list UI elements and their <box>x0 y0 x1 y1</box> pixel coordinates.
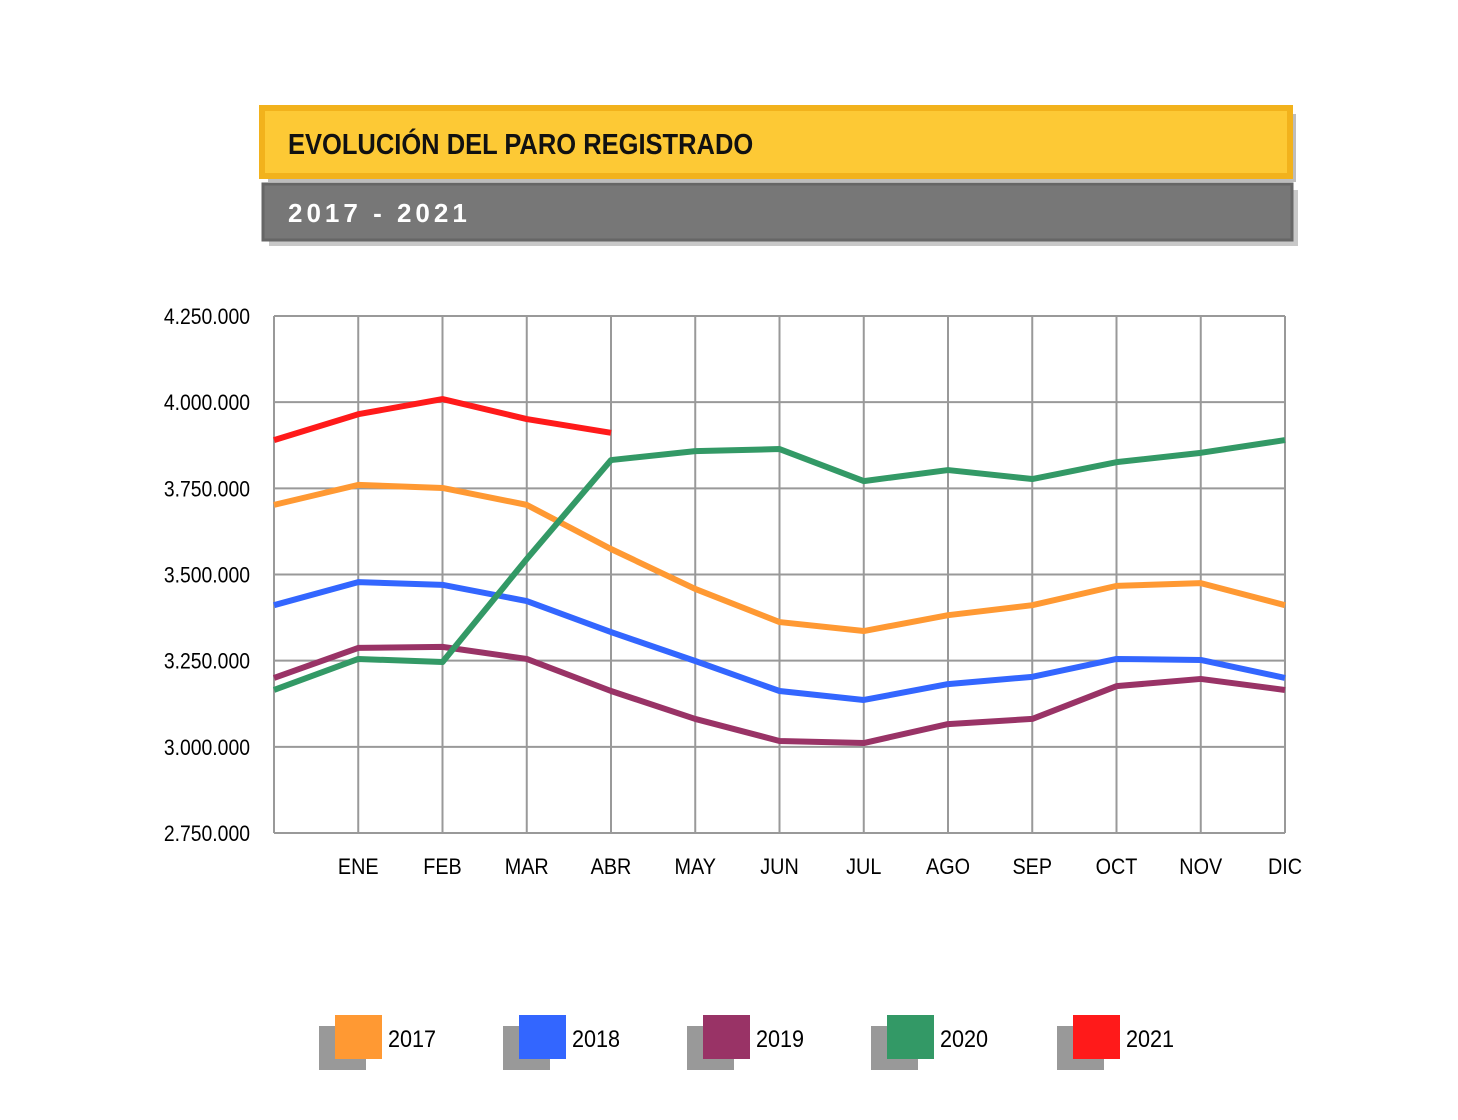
chart-subtitle: 2017 - 2021 <box>288 198 471 228</box>
y-tick-label: 2.750.000 <box>164 822 250 846</box>
legend-label: 2021 <box>1126 1025 1174 1052</box>
x-tick-label: MAR <box>505 855 549 879</box>
y-tick-label: 3.000.000 <box>164 736 250 760</box>
y-tick-label: 3.250.000 <box>164 650 250 674</box>
y-tick-label: 4.250.000 <box>164 305 250 329</box>
series-line <box>272 643 1286 747</box>
legend-swatch <box>335 1015 382 1059</box>
series-line <box>272 437 1286 693</box>
x-tick-label: SEP <box>1012 855 1052 879</box>
y-tick-label: 4.000.000 <box>164 391 250 415</box>
y-tick-label: 3.750.000 <box>164 477 250 501</box>
chart-title: EVOLUCIÓN DEL PARO REGISTRADO <box>288 127 753 160</box>
x-tick-label: OCT <box>1096 855 1138 879</box>
legend-label: 2018 <box>572 1025 620 1052</box>
x-tick-label: FEB <box>423 855 461 879</box>
legend-swatch <box>519 1015 566 1059</box>
title-box <box>259 105 1293 179</box>
legend-label: 2020 <box>940 1025 988 1052</box>
x-tick-label: MAY <box>675 855 716 879</box>
x-tick-label: ABR <box>591 855 632 879</box>
x-tick-label: DIC <box>1268 855 1302 879</box>
legend-swatch <box>1073 1015 1120 1059</box>
y-tick-label: 3.500.000 <box>164 563 250 587</box>
legend-swatch <box>703 1015 750 1059</box>
series-line <box>273 481 1286 635</box>
x-tick-label: JUN <box>760 855 798 879</box>
series-line <box>273 396 612 443</box>
legend-label: 2019 <box>756 1025 804 1052</box>
x-tick-label: ENE <box>338 855 379 879</box>
x-tick-label: AGO <box>926 855 970 879</box>
subtitle-box <box>261 182 1294 242</box>
legend-label: 2017 <box>388 1025 436 1052</box>
x-tick-label: JUL <box>846 855 881 879</box>
legend-swatch <box>887 1015 934 1059</box>
series-line <box>273 579 1286 703</box>
x-tick-label: NOV <box>1179 855 1222 879</box>
